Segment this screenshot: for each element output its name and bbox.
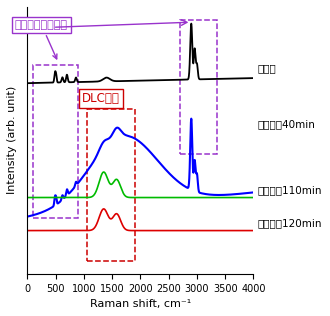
Bar bbox=[180, 20, 217, 154]
Text: 未処理: 未処理 bbox=[258, 63, 277, 73]
Bar bbox=[87, 109, 135, 261]
Text: 処理時間120min: 処理時間120min bbox=[258, 218, 322, 228]
Text: シリコンゴム由来: シリコンゴム由来 bbox=[15, 20, 68, 59]
Text: DLC由来: DLC由来 bbox=[82, 92, 120, 105]
Bar bbox=[33, 65, 78, 218]
X-axis label: Raman shift, cm⁻¹: Raman shift, cm⁻¹ bbox=[90, 299, 191, 309]
Text: 処理時間40min: 処理時間40min bbox=[258, 119, 316, 129]
Text: 処理時間110min: 処理時間110min bbox=[258, 185, 322, 195]
Y-axis label: Intensity (arb. unit): Intensity (arb. unit) bbox=[7, 86, 17, 194]
